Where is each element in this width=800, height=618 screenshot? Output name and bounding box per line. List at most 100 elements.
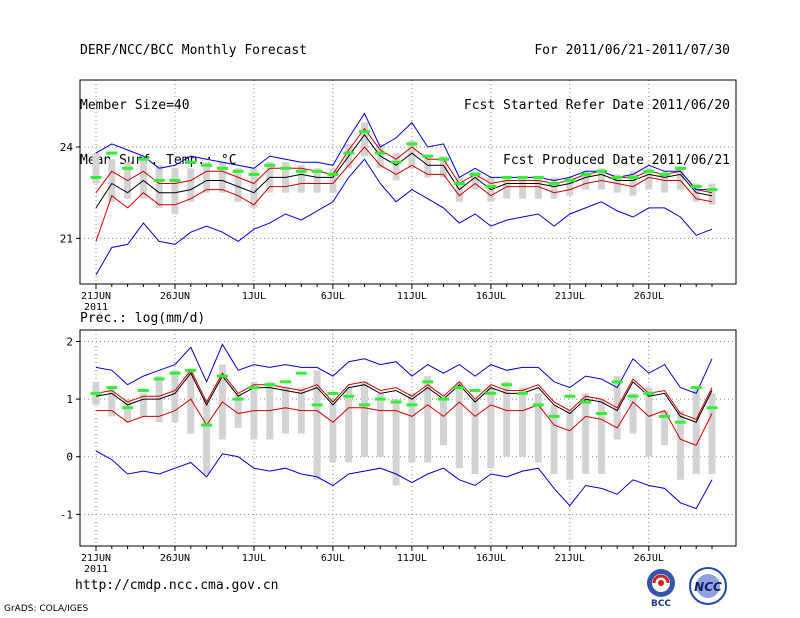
observation-marker xyxy=(659,172,671,176)
observation-marker xyxy=(280,166,292,170)
source-url[interactable]: http://cmdp.ncc.cma.gov.cn xyxy=(75,578,279,593)
upper-red-line xyxy=(95,369,713,420)
observation-marker xyxy=(185,368,197,372)
y-tick-label: 21 xyxy=(60,232,73,245)
y-tick-label: 2 xyxy=(66,336,73,349)
observation-marker xyxy=(137,157,149,161)
x-tick-label: 26JUN xyxy=(160,553,190,564)
spread-box xyxy=(282,387,290,434)
observation-marker xyxy=(201,423,213,427)
y-tick-label: 0 xyxy=(66,451,73,464)
observation-marker xyxy=(90,391,102,395)
lower-red-line xyxy=(95,146,713,242)
x-tick-label: 21JUL xyxy=(555,291,585,302)
spread-box xyxy=(471,399,479,474)
ensemble-mean-line xyxy=(95,133,713,209)
observation-marker xyxy=(674,166,686,170)
x-tick-label: 16JUL xyxy=(476,553,506,564)
observation-marker xyxy=(516,175,528,179)
observation-marker xyxy=(690,185,702,189)
observation-marker xyxy=(437,157,449,161)
lower-blue-line xyxy=(95,158,713,276)
observation-marker xyxy=(153,178,165,182)
observation-marker xyxy=(595,412,607,416)
observation-marker xyxy=(453,386,465,390)
spread-box xyxy=(645,387,653,457)
spread-box xyxy=(629,393,637,434)
spread-box xyxy=(313,168,321,193)
svg-text:BCC: BCC xyxy=(651,599,671,608)
produced-date: Fcst Produced Date 2011/06/21 xyxy=(503,153,730,168)
observation-marker xyxy=(548,182,560,186)
spread-box xyxy=(139,159,147,199)
observation-marker xyxy=(106,386,118,390)
observation-marker xyxy=(169,371,181,375)
x-tick-label: 21JUN xyxy=(81,291,111,302)
spread-box xyxy=(108,159,116,202)
x-tick-label: 21JUL xyxy=(555,553,585,564)
upper-blue-line xyxy=(95,343,713,395)
spread-box xyxy=(471,171,479,190)
spread-box xyxy=(376,393,384,457)
observation-marker xyxy=(453,182,465,186)
svg-text:NCC: NCC xyxy=(694,580,722,594)
observation-marker xyxy=(564,178,576,182)
observation-marker xyxy=(501,175,513,179)
grads-credit: GrADS: COLA/IGES xyxy=(4,604,89,614)
x-tick-label: 26JUL xyxy=(634,291,664,302)
observation-marker xyxy=(690,386,702,390)
observation-marker xyxy=(390,400,402,404)
spread-box xyxy=(566,177,574,196)
x-tick-label: 11JUL xyxy=(397,553,427,564)
observation-marker xyxy=(137,388,149,392)
spread-box xyxy=(708,393,716,474)
spread-box xyxy=(234,393,242,428)
y-tick-label: 24 xyxy=(60,141,74,154)
spread-box xyxy=(455,381,463,469)
observation-marker xyxy=(327,172,339,176)
spread-box xyxy=(487,387,495,469)
observation-marker xyxy=(248,172,260,176)
spread-box xyxy=(187,168,195,202)
observation-marker xyxy=(437,397,449,401)
observation-marker xyxy=(564,394,576,398)
observation-marker xyxy=(580,172,592,176)
x-tick-label: 6JUL xyxy=(321,553,345,564)
x-tick-label: 1JUL xyxy=(242,291,266,302)
spread-box xyxy=(518,387,526,457)
y-tick-label: 1 xyxy=(66,393,73,406)
spread-box xyxy=(676,410,684,480)
spread-box xyxy=(582,171,590,190)
observation-marker xyxy=(311,403,323,407)
plot-frame xyxy=(79,329,737,547)
spread-box xyxy=(329,399,337,463)
observation-marker xyxy=(232,397,244,401)
spread-box xyxy=(218,162,226,193)
lower-blue-line xyxy=(95,450,713,510)
spread-box xyxy=(597,168,605,190)
x-tick-label: 11JUL xyxy=(397,291,427,302)
spread-box xyxy=(92,153,100,184)
spread-box xyxy=(187,370,195,434)
spread-box xyxy=(392,153,400,181)
spread-box xyxy=(692,387,700,474)
forecast-period: For 2011/06/21-2011/07/30 xyxy=(534,43,730,58)
observation-marker xyxy=(706,406,718,410)
precipitation-panel: -1 0 1 2 21JUN 26JUN 1JUL 6JUL 11JUL 16JUL 21JUL 26… xyxy=(60,329,737,575)
observation-marker xyxy=(122,166,134,170)
x-tick-label: 21JUN xyxy=(81,553,111,564)
ensemble-mean-line xyxy=(95,372,713,423)
observation-marker xyxy=(248,386,260,390)
x-tick-label: 26JUN xyxy=(160,291,190,302)
observation-marker xyxy=(295,169,307,173)
spread-box xyxy=(566,410,574,480)
observation-marker xyxy=(485,185,497,189)
member-size: Member Size=40 xyxy=(80,98,190,113)
spread-box xyxy=(139,393,147,417)
spread-box xyxy=(108,387,116,417)
spread-box xyxy=(661,410,669,446)
observation-marker xyxy=(643,391,655,395)
spread-box xyxy=(424,156,432,178)
observation-marker xyxy=(643,169,655,173)
observation-marker xyxy=(674,420,686,424)
